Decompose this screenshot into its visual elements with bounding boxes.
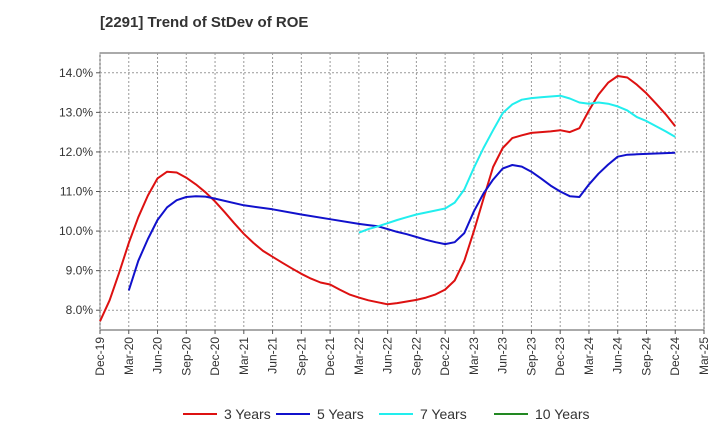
x-tick-label: Dec-24 — [668, 337, 682, 376]
x-tick-label: Mar-25 — [697, 337, 711, 375]
x-tick-label: Jun-24 — [611, 337, 625, 374]
x-tick-label: Jun-23 — [496, 337, 510, 374]
x-tick-label: Sep-21 — [294, 337, 308, 376]
x-tick-label: Mar-22 — [352, 337, 366, 375]
x-tick-label: Dec-19 — [93, 337, 107, 376]
series-line-0 — [99, 75, 676, 322]
legend-label: 7 Years — [420, 406, 467, 422]
legend-label: 3 Years — [224, 406, 271, 422]
legend-label: 10 Years — [535, 406, 590, 422]
x-tick-label: Dec-21 — [323, 337, 337, 376]
x-tick-label: Sep-23 — [524, 337, 538, 376]
x-tick-label: Dec-22 — [438, 337, 452, 376]
x-tick-label: Mar-21 — [237, 337, 251, 375]
series-lines — [99, 75, 676, 322]
x-axis-ticks: Dec-19 Mar-20 Jun-20 Sep-20 Dec-20 Mar-21 Jun-… — [93, 330, 711, 376]
x-tick-label: Jun-22 — [381, 337, 395, 374]
series-line-1 — [127, 151, 676, 291]
x-tick-label: Mar-24 — [582, 337, 596, 375]
y-tick-label: 10.0% — [59, 224, 93, 238]
y-tick-label: 11.0% — [60, 185, 93, 199]
x-tick-label: Jun-20 — [151, 337, 165, 374]
x-tick-label: Sep-24 — [639, 337, 653, 376]
y-tick-label: 9.0% — [66, 264, 94, 278]
x-tick-label: Dec-23 — [553, 337, 567, 376]
x-tick-label: Jun-21 — [266, 337, 280, 374]
x-tick-label: Dec-20 — [208, 337, 222, 376]
grid-lines — [99, 53, 705, 330]
legend: 3 Years 5 Years 7 Years 10 Years — [183, 406, 590, 422]
y-tick-label: 13.0% — [59, 105, 93, 119]
chart-title: [2291] Trend of StDev of ROE — [100, 14, 309, 31]
y-tick-label: 8.0% — [66, 303, 94, 317]
y-tick-label: 14.0% — [59, 66, 93, 80]
y-axis-ticks: 8.0% 9.0% 10.0% 11.0% 12.0% 13.0% 14.0% — [59, 66, 100, 317]
x-tick-label: Mar-23 — [467, 337, 481, 375]
x-tick-label: Sep-22 — [409, 337, 423, 376]
legend-label: 5 Years — [317, 406, 364, 422]
series-line-2 — [358, 94, 676, 234]
x-tick-label: Sep-20 — [179, 337, 193, 376]
x-tick-label: Mar-20 — [122, 337, 136, 375]
y-tick-label: 12.0% — [59, 145, 93, 159]
